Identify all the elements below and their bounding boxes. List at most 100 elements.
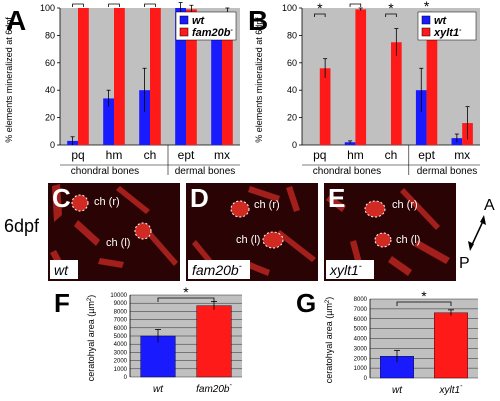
bar-a-wt-ept (175, 8, 186, 145)
y-axis-label-g: ceratohyal area (µm2) (324, 297, 334, 384)
panel-e: ch (r) ch (l) E xylt1- (324, 183, 456, 281)
x-tick-label-a-ept: ept (178, 148, 195, 162)
y-axis-label-f-end: ) (86, 295, 96, 298)
x-tick-label-b-pq: pq (313, 148, 326, 162)
significance-star-a-hm: * (111, 0, 117, 6)
legend-label-mutant-a: fam20b- (192, 27, 234, 39)
ceratohyal-left-e (374, 232, 392, 248)
x-tick-sup-f-fam20b: - (230, 382, 233, 389)
y-tick-label-f-4000: 4000 (114, 342, 128, 348)
legend-sup-a: - (231, 27, 234, 34)
y-tick-label-f-8000: 8000 (114, 309, 128, 315)
bar-a-fam20b-ept (186, 9, 197, 146)
x-tick-label-g-wt: wt (392, 385, 403, 396)
legend-swatch-wt-a (179, 15, 189, 25)
image-row: 6dpf ch (r) ch (l) C wt (4, 183, 495, 281)
posterior-label: P (459, 255, 470, 272)
y-tick-label-f-5000: 5000 (114, 334, 128, 340)
bar-b-xylt1-pq (319, 68, 331, 145)
panel-c: ch (r) ch (l) C wt (48, 183, 180, 281)
bar-b-xylt1-hm (355, 9, 367, 146)
significance-star-f: * (183, 284, 189, 300)
tissue-d (192, 186, 316, 276)
genotype-box-c (50, 260, 78, 279)
label-ch-l-e: ch (l) (396, 234, 420, 246)
significance-star-b-ept: * (424, 0, 430, 14)
bar-a-fam20b-mx (222, 23, 233, 145)
ceratohyal-left-c (134, 222, 152, 240)
anterior-label: A (484, 197, 495, 214)
tissue-strand-c4 (146, 230, 178, 266)
tissue-strand-e5 (388, 256, 412, 276)
panel-letter-g: G (296, 288, 316, 318)
label-ch-r-e: ch (r) (392, 199, 418, 211)
label-ch-r-d: ch (r) (254, 199, 280, 211)
bar-a-fam20b-hm (114, 8, 125, 145)
significance-bracket-b-hm (349, 3, 362, 7)
y-tick-label-f-2000: 2000 (114, 359, 128, 365)
ceratohyal-right-d (230, 200, 250, 218)
bar-b-wt-ept (415, 90, 427, 145)
tissue-strand-d1 (248, 186, 280, 202)
y-tick-label-b-20: 20 (287, 113, 297, 123)
y-tick-label-g-5000: 5000 (354, 327, 368, 333)
bar-g-xylt1 (434, 312, 468, 379)
chart-f: 0 1000 2000 3000 4000 5000 6000 7000 8000 9000 100… (110, 284, 242, 395)
group-label-chondral-a: chondral bones (71, 166, 139, 177)
tissue-strand-e3 (414, 240, 450, 264)
bar-f-wt (140, 335, 176, 378)
y-tick-label-b-60: 60 (287, 58, 297, 68)
y-axis-label-b: % elements mineralized at 6dpf (254, 17, 264, 143)
significance-star-a-pq: * (75, 0, 81, 6)
tissue-strand-d5 (248, 262, 270, 276)
y-axis-label-g-text: ceratohyal area (µm (324, 303, 334, 383)
significance-bracket-a-hm (108, 3, 120, 7)
y-axis-label-f-text: ceratohyal area (µm (86, 301, 96, 381)
y-tick-label-a-20: 20 (45, 113, 55, 123)
significance-bracket-b-pq (314, 13, 326, 17)
stage-label: 6dpf (4, 216, 40, 236)
legend-name-a: fam20b (192, 27, 231, 39)
significance-star-b-hm: * (353, 0, 359, 6)
panel-a: A % elements mineralized at 6dpf 0 20 40 60… (4, 0, 240, 177)
bar-a-fam20b-ch (150, 8, 161, 145)
bar-f-fam20b (196, 305, 232, 378)
tissue-strand-c2 (74, 220, 100, 246)
tissue-strand-e1 (326, 195, 346, 212)
genotype-label-c: wt (54, 262, 69, 278)
chart-g: 0 1000 2000 3000 4000 5000 6000 7000 8000 wt xylt1… (354, 288, 478, 396)
x-tick-label-b-ch: ch (385, 148, 398, 162)
y-tick-label-g-3000: 3000 (354, 346, 368, 352)
panel-d: ch (r) ch (l) D fam20b- (186, 183, 318, 281)
group-label-chondral-b: chondral bones (313, 166, 381, 177)
legend-b: wt xylt1- (417, 11, 477, 41)
ceratohyal-right-e (364, 200, 386, 218)
tissue-strand-d4 (192, 240, 214, 266)
y-tick-label-a-100: 100 (40, 3, 55, 13)
y-tick-label-b-40: 40 (287, 85, 297, 95)
x-tick-label-g-xylt1: xylt1- (439, 383, 464, 396)
significance-star-a-ch: * (147, 0, 153, 6)
legend-name-b: xylt1 (433, 27, 459, 39)
y-tick-label-g-0: 0 (364, 376, 368, 382)
legend-swatch-mutant-a (179, 27, 189, 37)
y-tick-label-f-6000: 6000 (114, 326, 128, 332)
tissue-strand-c3 (116, 186, 150, 214)
group-label-dermal-b: dermal bones (417, 166, 478, 177)
significance-bracket-a-pq (72, 3, 84, 7)
genotype-sup-d: - (239, 261, 242, 271)
y-tick-label-a-0: 0 (50, 140, 55, 150)
y-tick-label-f-7000: 7000 (114, 318, 128, 324)
y-tick-label-g-1000: 1000 (354, 366, 368, 372)
genotype-name-e: xylt1 (329, 262, 359, 278)
label-ch-l-d: ch (l) (236, 234, 260, 246)
legend-sup-b: - (459, 27, 462, 34)
significance-bracket-a-ch (144, 3, 156, 7)
legend-swatch-mutant-b (421, 27, 431, 37)
y-axis-label-g-end: ) (324, 297, 334, 300)
panel-letter-a: A (6, 5, 26, 36)
arrowhead-anterior (480, 215, 486, 225)
y-axis-label-f: ceratohyal area (µm2) (86, 295, 96, 382)
legend-label-wt-a: wt (192, 15, 206, 27)
y-tick-label-b-0: 0 (292, 140, 297, 150)
